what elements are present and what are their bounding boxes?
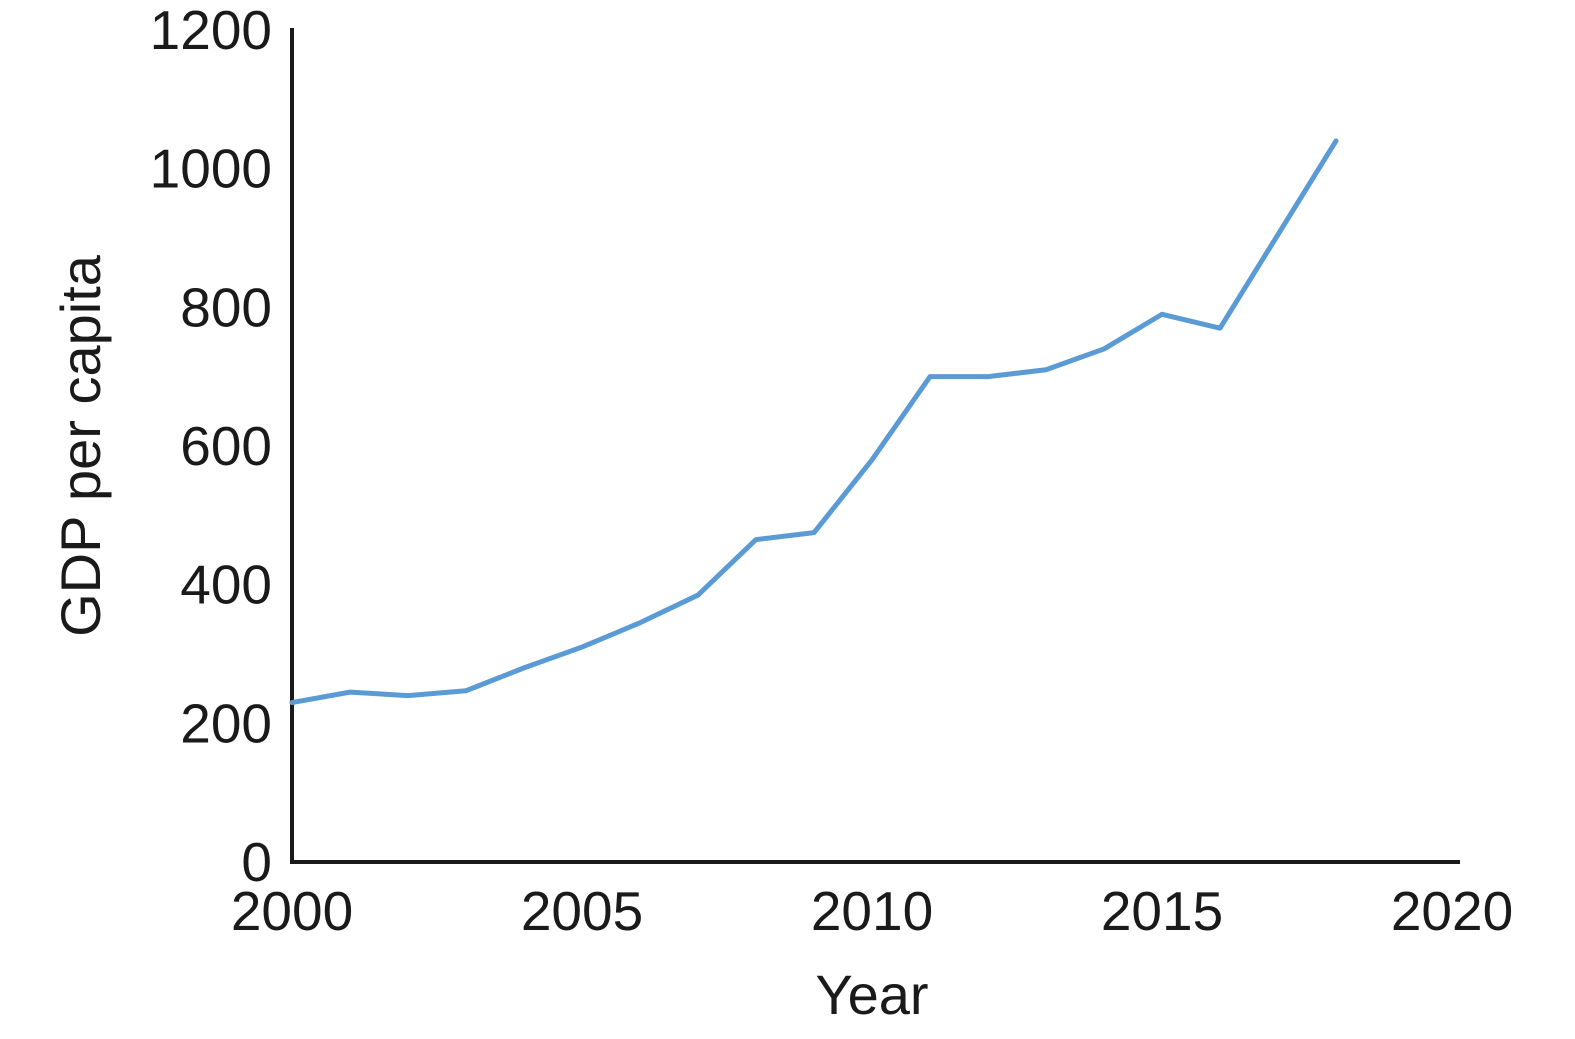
- x-tick-label: 2005: [521, 880, 643, 942]
- x-tick-label: 2010: [811, 880, 933, 942]
- x-tick-label: 2020: [1391, 880, 1513, 942]
- y-tick-label: 400: [180, 554, 272, 616]
- y-tick-label: 1200: [150, 0, 272, 61]
- gdp-line-series: [289, 138, 1339, 706]
- x-tick-label: 2015: [1101, 880, 1223, 942]
- x-axis-title: Year: [815, 963, 928, 1026]
- y-tick-label: 0: [241, 831, 272, 893]
- x-tick-label: 2000: [231, 880, 353, 942]
- axes-layer: [290, 28, 1460, 864]
- y-tick-label: 200: [180, 692, 272, 754]
- series-layer: [289, 138, 1339, 706]
- tick-labels-layer: 0 200 400 600 800 1000 1200 2000 2005 2010 2015 202…: [150, 0, 1514, 942]
- y-tick-label: 1000: [150, 138, 272, 200]
- y-tick-label: 800: [180, 276, 272, 338]
- y-tick-label: 600: [180, 415, 272, 477]
- y-axis-title: GDP per capita: [49, 254, 112, 637]
